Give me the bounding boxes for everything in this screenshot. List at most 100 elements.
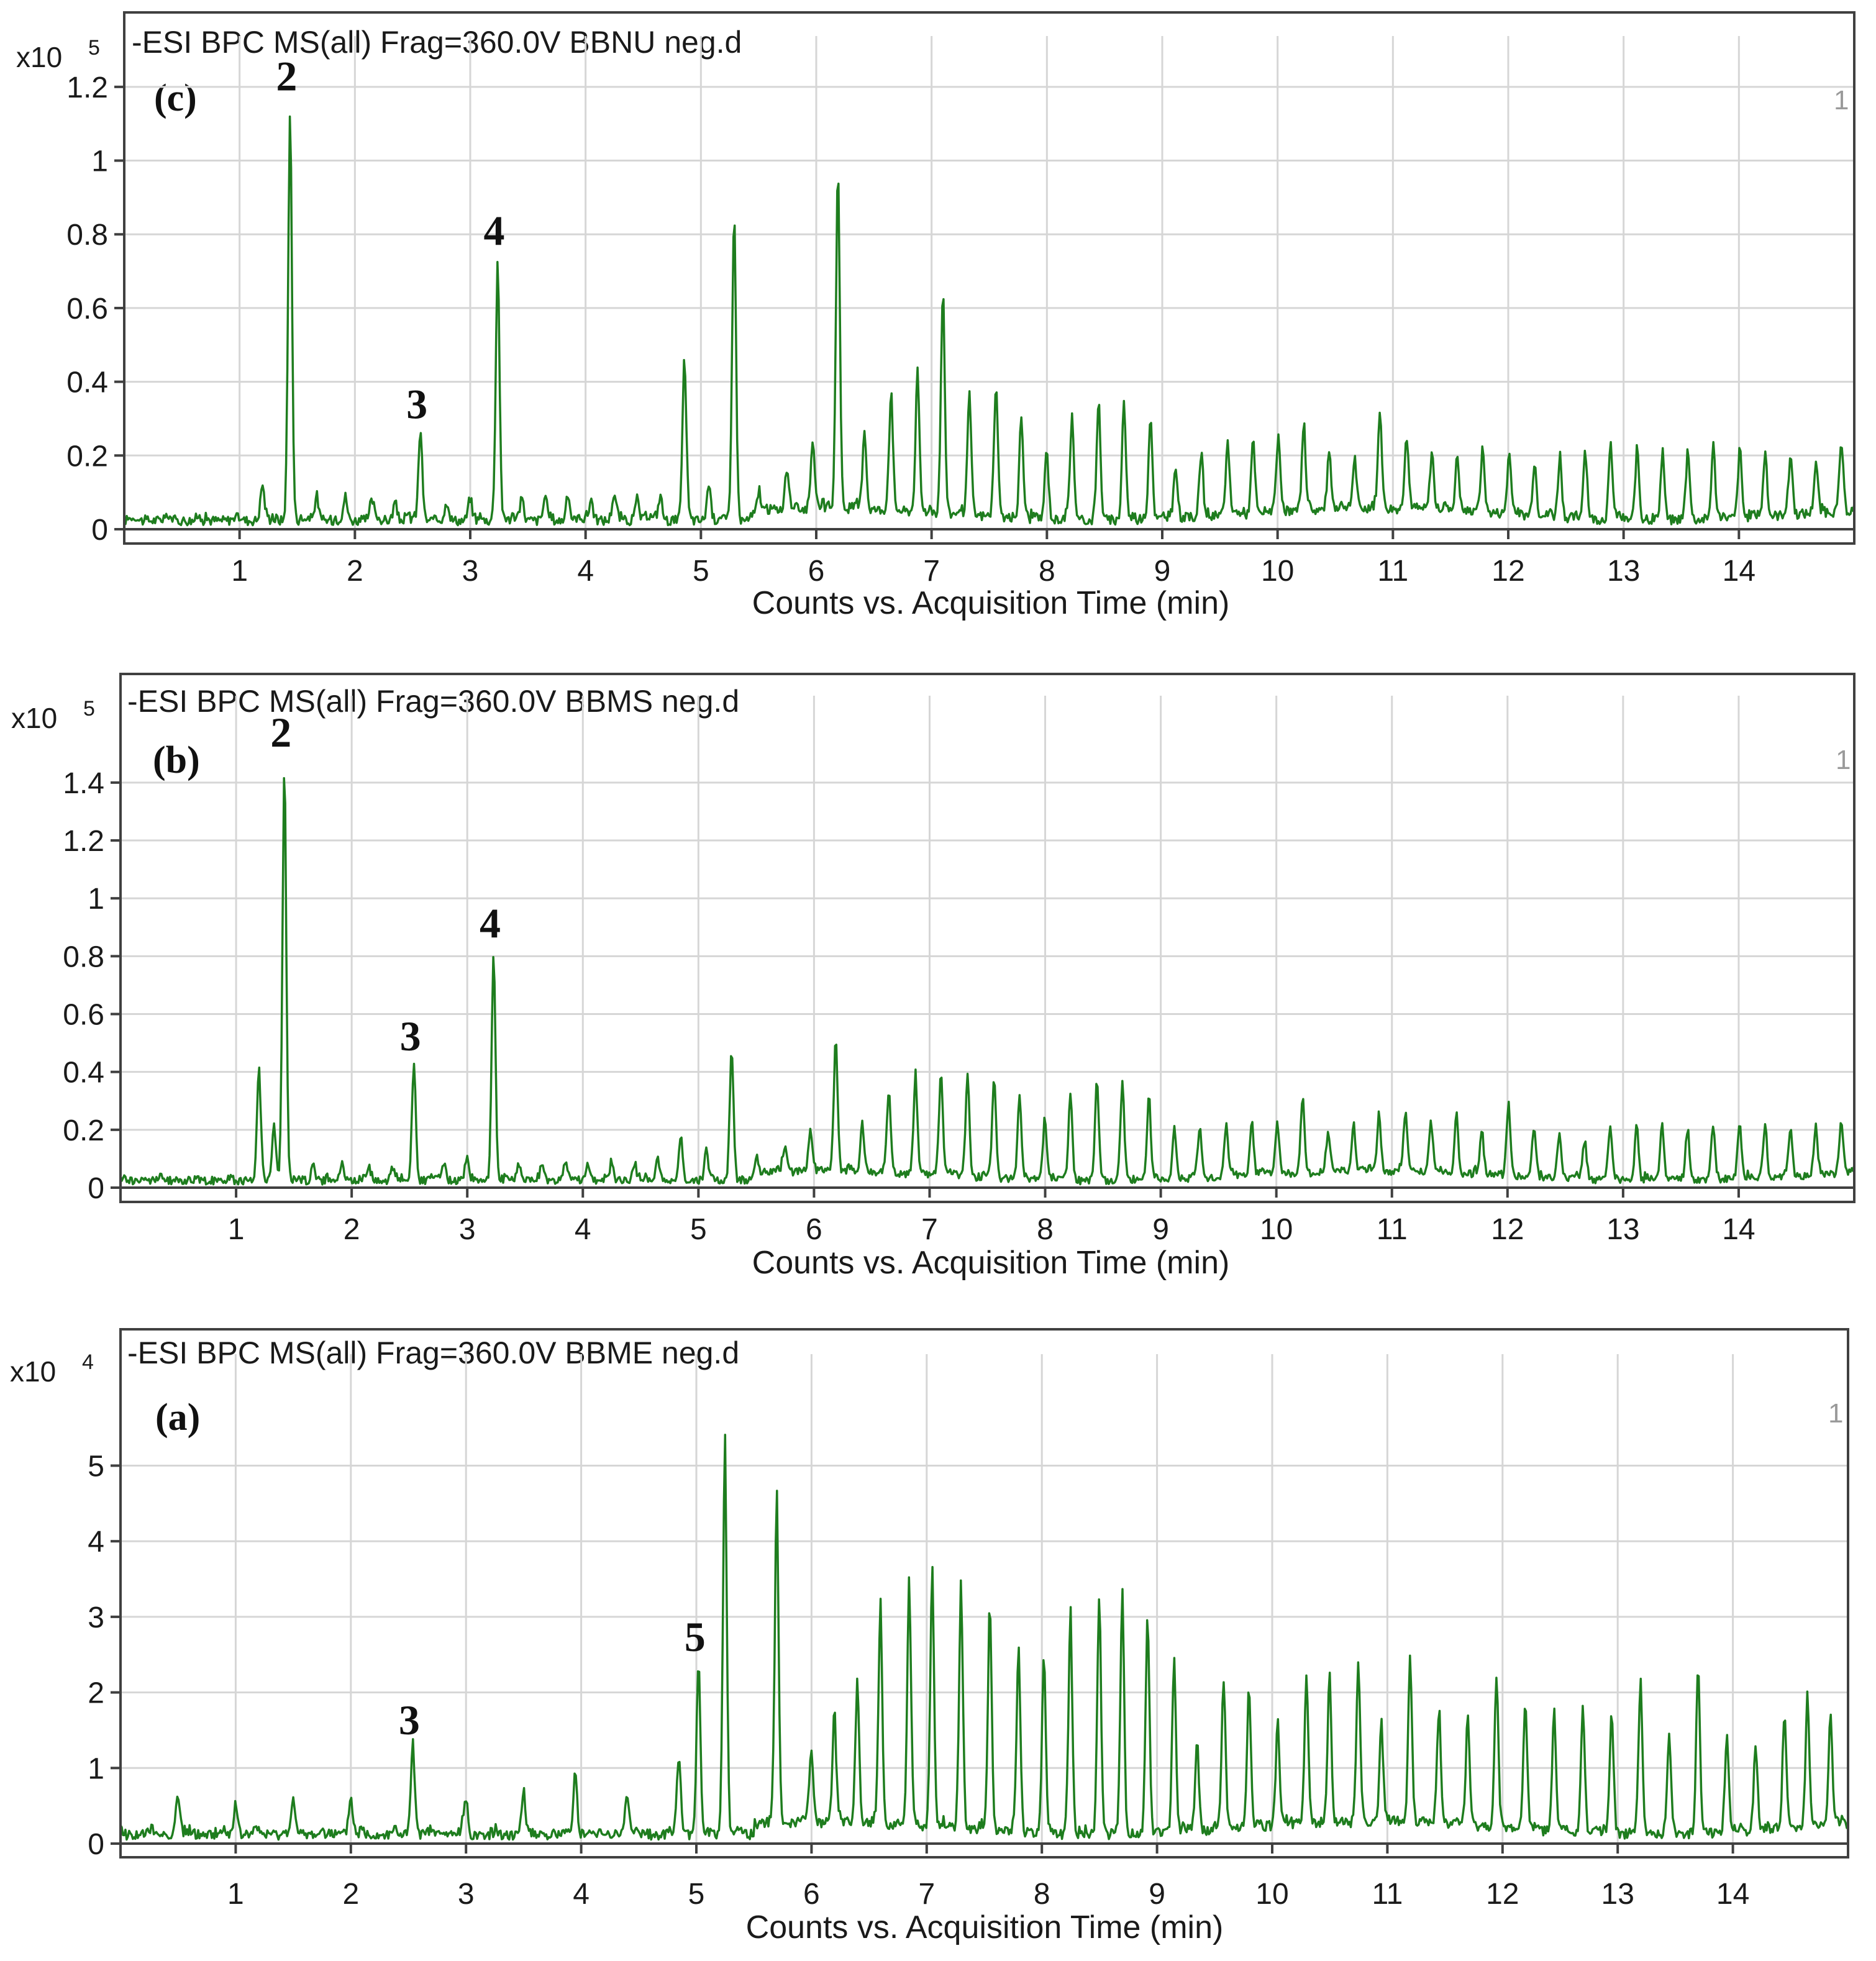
panel-b-peak-label: 3 xyxy=(400,1012,421,1060)
panel-c-x-tick-label: 11 xyxy=(1377,555,1408,588)
panel-b-y-tick-label: 0.8 xyxy=(63,940,104,973)
panel-a-trace xyxy=(119,1434,1849,1841)
panel-c: -ESI BPC MS(all) Frag=360.0V BBNU neg.d … xyxy=(16,11,1856,621)
panel-c-x-tick-label: 4 xyxy=(577,555,594,588)
panel-a-y-tick-label: 2 xyxy=(88,1677,104,1710)
panel-c-x-tick-label: 9 xyxy=(1154,555,1171,588)
panel-b-x-tick-label: 11 xyxy=(1377,1213,1408,1246)
panel-a-x-axis-label: Counts vs. Acquisition Time (min) xyxy=(746,1909,1224,1945)
panel-a-y-exponent-power: 4 xyxy=(82,1350,94,1374)
panel-c-x-tick-label: 5 xyxy=(693,555,709,588)
panel-b-y-exponent-base: x10 xyxy=(11,702,57,734)
panel-a-y-exponent-base: x10 xyxy=(10,1355,56,1388)
panel-c-x-tick-label: 13 xyxy=(1607,555,1640,588)
panel-b-x-tick-label: 1 xyxy=(228,1213,245,1246)
panel-c-bpc-trace xyxy=(123,115,1856,527)
panel-a-y-tick-label: 3 xyxy=(88,1601,104,1634)
panel-c-corner-label: 1 xyxy=(1834,85,1849,116)
panel-b-x-tick-label: 10 xyxy=(1260,1213,1293,1246)
panel-c-x-tick-label: 6 xyxy=(808,555,825,588)
panel-a-x-tick-label: 4 xyxy=(573,1878,590,1911)
panel-a-x-tick-label: 9 xyxy=(1149,1878,1165,1911)
panel-c-y-tick-label: 0.2 xyxy=(66,440,108,473)
panel-a-x-tick-label: 1 xyxy=(227,1878,244,1911)
panel-a-grid xyxy=(121,1354,1848,1844)
panel-a-y-tick-label: 5 xyxy=(88,1450,104,1483)
panel-b-y-exponent-power: 5 xyxy=(83,697,95,721)
panel-b-y-tick-label: 0.6 xyxy=(63,999,104,1032)
panel-a-bpc-trace xyxy=(119,1434,1849,1841)
panel-c-y-exponent-base: x10 xyxy=(16,41,62,73)
panel-a-annotations: 35 xyxy=(399,1613,706,1744)
panel-c-x-tick-label: 2 xyxy=(347,555,363,588)
panel-c-x-tick-label: 1 xyxy=(231,555,248,588)
panel-b-x-tick-label: 14 xyxy=(1722,1213,1755,1246)
panel-b-x-tick-label: 9 xyxy=(1152,1213,1169,1246)
panel-c-frame xyxy=(123,11,1856,545)
panel-c-x-axis-label: Counts vs. Acquisition Time (min) xyxy=(752,585,1230,621)
panel-c-trace xyxy=(123,115,1856,527)
panel-a-x-tick-label: 7 xyxy=(918,1878,935,1911)
panel-c-annotations: 2 3 4 xyxy=(276,52,504,427)
panel-c-y-tick-label: 0.4 xyxy=(66,366,108,399)
panel-a: -ESI BPC MS(all) Frag=360.0V BBME neg.d … xyxy=(10,1328,1849,1945)
panel-b-y-tick-label: 0.2 xyxy=(63,1114,104,1147)
panel-c-y-tick-label: 1 xyxy=(91,145,108,178)
panel-b: -ESI BPC MS(all) Frag=360.0V BBMS neg.d … xyxy=(11,673,1856,1281)
panel-a-peak-label: 5 xyxy=(685,1613,706,1660)
panel-b-y-tick-label: 1.4 xyxy=(63,767,104,800)
panel-a-title: -ESI BPC MS(all) Frag=360.0V BBME neg.d xyxy=(127,1335,739,1370)
panel-b-x-tick-label: 6 xyxy=(806,1213,822,1246)
panel-b-x-tick-label: 13 xyxy=(1606,1213,1639,1246)
panel-c-x-tick-label: 14 xyxy=(1723,555,1755,588)
panel-b-x-tick-label: 2 xyxy=(344,1213,360,1246)
panel-b-peak-label: 4 xyxy=(480,899,501,947)
panel-b-corner-label: 1 xyxy=(1836,745,1851,775)
panel-c-y-tick-label: 1.2 xyxy=(66,71,108,104)
panel-c-peak-label: 3 xyxy=(406,381,427,428)
panel-a-x-tick-label: 14 xyxy=(1716,1878,1749,1911)
panel-c-y-tick-label: 0 xyxy=(91,514,108,547)
panel-b-title: -ESI BPC MS(all) Frag=360.0V BBMS neg.d xyxy=(127,684,739,719)
panel-a-x-tick-label: 5 xyxy=(688,1878,705,1911)
panel-c-x-tick-label: 10 xyxy=(1261,555,1294,588)
panel-c-peak-label: 4 xyxy=(484,207,505,255)
panel-a-x-tick-label: 2 xyxy=(342,1878,359,1911)
panel-c-y-tick-label: 0.8 xyxy=(66,219,108,252)
panel-b-trace xyxy=(119,777,1856,1186)
panel-c-x-tick-label: 7 xyxy=(923,555,940,588)
panel-b-x-tick-label: 12 xyxy=(1491,1213,1524,1246)
panel-c-title: -ESI BPC MS(all) Frag=360.0V BBNU neg.d xyxy=(132,25,742,60)
panel-c-y-exponent-power: 5 xyxy=(88,36,100,60)
panel-c-grid xyxy=(124,36,1854,529)
panel-a-x-tick-label: 6 xyxy=(803,1878,820,1911)
panel-b-annotations: 2 3 4 xyxy=(270,709,501,1060)
panel-b-x-tick-label: 4 xyxy=(575,1213,591,1246)
panel-a-x-tick-label: 8 xyxy=(1034,1878,1050,1911)
panel-b-x-tick-label: 7 xyxy=(921,1213,938,1246)
panel-a-y-tick-label: 4 xyxy=(88,1526,104,1558)
panel-b-y-tick-label: 1.2 xyxy=(63,825,104,858)
panel-c-peak-label: 2 xyxy=(276,52,297,99)
panel-a-x-tick-label: 10 xyxy=(1255,1878,1288,1911)
panel-a-peak-label: 3 xyxy=(399,1696,420,1744)
panel-b-x-tick-label: 8 xyxy=(1037,1213,1054,1246)
panel-a-y-tick-label: 1 xyxy=(88,1752,104,1785)
panel-b-frame xyxy=(119,673,1856,1203)
panel-c-label: (c) xyxy=(154,77,197,119)
panel-a-frame xyxy=(119,1328,1849,1859)
panel-a-y-tick-label: 0 xyxy=(88,1828,104,1861)
panel-b-y-tick-label: 0.4 xyxy=(63,1057,104,1090)
panel-a-label: (a) xyxy=(155,1396,200,1439)
panel-b-x-tick-label: 5 xyxy=(690,1213,707,1246)
panel-b-y-tick-label: 1 xyxy=(88,883,104,916)
panel-b-x-tick-label: 3 xyxy=(459,1213,476,1246)
panel-c-x-tick-label: 3 xyxy=(462,555,479,588)
panel-b-label: (b) xyxy=(153,739,200,781)
panel-c-x-tick-label: 12 xyxy=(1491,555,1524,588)
panel-c-x-tick-label: 8 xyxy=(1039,555,1055,588)
panel-a-corner-label: 1 xyxy=(1828,1398,1843,1429)
